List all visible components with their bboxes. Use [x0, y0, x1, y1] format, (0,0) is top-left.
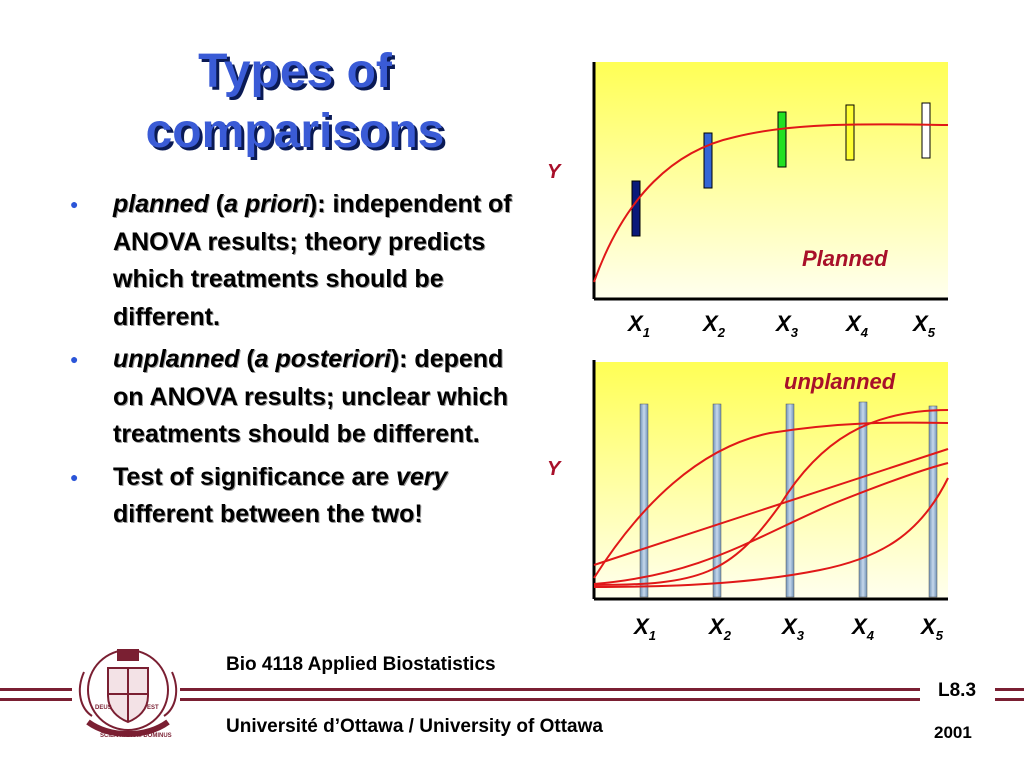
footer-rule-left-1 — [0, 688, 72, 691]
unplanned-label: unplanned — [784, 369, 896, 394]
course-title: Bio 4118 Applied Biostatistics — [226, 654, 496, 675]
unplanned-y-label: Y — [547, 458, 562, 480]
slide-year: 2001 — [934, 723, 972, 742]
bullet-text: Test of significance are — [113, 462, 396, 491]
unplanned-curve-2 — [593, 448, 949, 566]
unplanned-tick-x5: X5 — [919, 614, 944, 643]
planned-tick-x1: X1 — [626, 311, 650, 340]
slide-number: L8.3 — [938, 680, 977, 701]
planned-chart-background — [594, 62, 948, 298]
crest-crown — [117, 649, 139, 661]
bullet-paren-close: ): — [308, 190, 326, 218]
planned-tick-x4: X4 — [844, 311, 869, 340]
planned-tick-x3: X3 — [774, 311, 799, 340]
bullet-term: unplanned — [113, 345, 240, 373]
unplanned-bar-x4 — [858, 401, 868, 598]
planned-x-tick-labels: X1 X2 X3 X4 X5 — [626, 311, 936, 340]
crest-motto-left: DEUS — [95, 705, 112, 711]
footer-rule-mid-1 — [180, 688, 920, 691]
unplanned-x-tick-labels: X1 X2 X3 X4 X5 — [632, 614, 944, 643]
bullet-latin: a posteriori — [254, 345, 391, 373]
university-name: Université d’Ottawa / University of Otta… — [226, 716, 603, 737]
bullet-dot-icon: ● — [70, 351, 79, 367]
crest-mottos: DEUS EST SCIENTIARUM DOMINUS — [95, 705, 172, 739]
planned-tick-x5: X5 — [911, 311, 936, 340]
unplanned-chart-background — [594, 362, 948, 598]
footer-rule-right-2 — [995, 698, 1024, 701]
footer-rule-right-1 — [995, 688, 1024, 691]
unplanned-tick-x4: X4 — [850, 614, 875, 643]
bullet-unplanned: ● unplanned (a posteriori): depend on ANO… — [70, 341, 540, 454]
unplanned-chart: unplanned Y — [547, 360, 949, 601]
crest-motto-right: EST — [147, 705, 159, 711]
unplanned-bar-x1 — [639, 403, 649, 598]
unplanned-tick-x1: X1 — [632, 614, 656, 643]
bullet-dot-icon: ● — [70, 468, 79, 485]
bullet-text: independent of ANOVA results; theory pre… — [113, 190, 512, 331]
footer-rule-left-2 — [0, 698, 72, 701]
slide-title: Types of comparisons — [95, 42, 495, 162]
unplanned-bar-x2 — [712, 403, 722, 598]
bullet-significance: ● Test of significance are very different… — [70, 459, 540, 534]
title-line-2: comparisons — [145, 105, 445, 158]
unplanned-tick-x3: X3 — [780, 614, 805, 643]
planned-bar-x5 — [921, 102, 931, 159]
unplanned-curve-5 — [593, 477, 949, 588]
planned-chart: Planned Y — [547, 62, 949, 301]
bullet-text: depend on ANOVA results; unclear which t… — [113, 345, 508, 448]
bullet-planned: ● planned (a priori): independent of ANOV… — [70, 186, 540, 336]
bullet-paren-open: ( — [239, 345, 255, 373]
bullet-paren-open: ( — [208, 190, 225, 218]
unplanned-curve-1 — [593, 421, 949, 579]
bullet-term: planned — [113, 190, 209, 218]
planned-curve — [593, 123, 949, 283]
bullet-list: ● planned (a priori): independent of ANOV… — [70, 186, 540, 539]
planned-bar-x2 — [703, 132, 713, 189]
planned-bar-x4 — [845, 104, 855, 161]
footer-rule-mid-2 — [180, 698, 920, 701]
bullet-dot-icon: ● — [70, 196, 79, 212]
crest-right-supporter — [163, 671, 178, 717]
planned-bar-x3 — [777, 111, 787, 168]
crest-motto-ribbon — [86, 719, 170, 737]
bullet-emphasis: very — [395, 462, 448, 491]
crest-left-supporter — [78, 671, 93, 717]
planned-label: Planned — [802, 246, 888, 271]
bullet-text: different between the two! — [113, 500, 423, 528]
unplanned-tick-x2: X2 — [707, 614, 732, 643]
unplanned-curve-3 — [593, 462, 949, 585]
bullet-paren-close: ): — [390, 345, 408, 373]
crest-motto-ribbon-text: SCIENTIARUM DOMINUS — [100, 733, 172, 739]
planned-y-label: Y — [547, 161, 562, 183]
bullet-latin: a priori — [224, 190, 309, 218]
unplanned-curve-4 — [593, 409, 949, 586]
planned-tick-x2: X2 — [701, 311, 726, 340]
planned-bar-x1 — [631, 180, 641, 237]
university-crest-logo — [78, 649, 178, 737]
title-line-1: Types of — [198, 45, 392, 98]
unplanned-bar-x5 — [928, 405, 938, 598]
